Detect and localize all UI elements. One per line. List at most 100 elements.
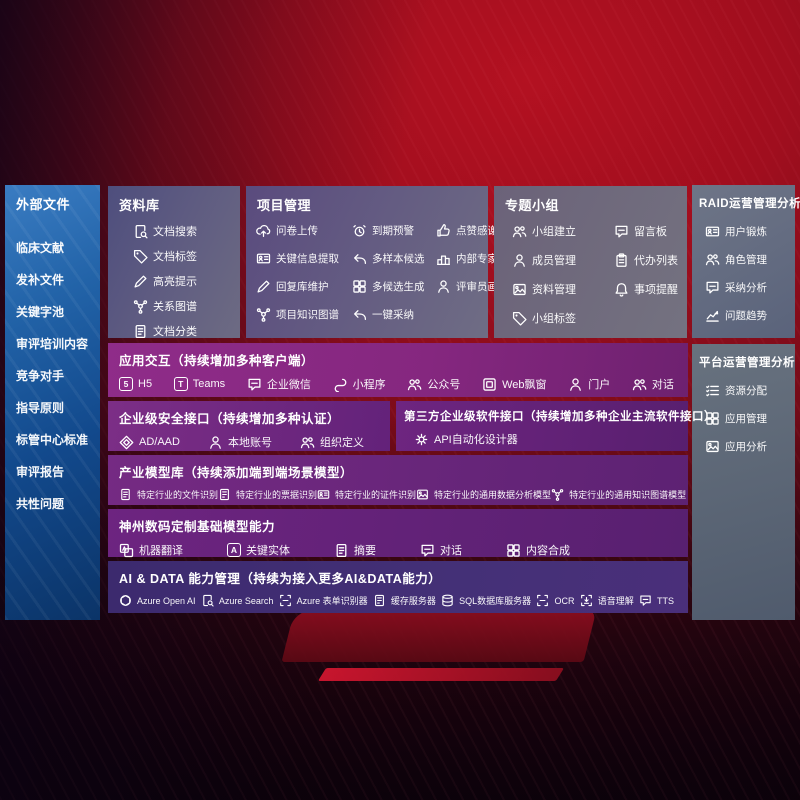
ai-service-item[interactable]: Azure Open AI <box>119 594 196 607</box>
project-item[interactable]: 项目知识图谱 <box>256 307 352 322</box>
panel-project-management: 项目管理 问卷上传 到期预警 点赞感谢 关键信息提取 多样本候选 内部专家排名 回复库维护多… <box>246 186 519 338</box>
project-item[interactable]: 多候选生成 <box>352 279 436 294</box>
questionnaire-upload-icon <box>256 223 271 238</box>
topic-group-item[interactable]: 小组建立 <box>512 223 614 239</box>
client-item[interactable]: Web飘窗 <box>482 376 546 392</box>
auth-item[interactable]: AD/AAD <box>119 435 180 450</box>
material-manage-icon <box>512 282 527 297</box>
external-file-item[interactable]: 审评培训内容 <box>16 335 100 352</box>
ai-data-list: Azure Open AI Azure Search Azure 表单识别器 缓存服务… <box>108 587 688 607</box>
raid-item[interactable]: 用户锻炼 <box>705 224 795 239</box>
key-entity-icon: A <box>227 543 241 557</box>
thirdparty-item[interactable]: API自动化设计器 <box>414 431 518 447</box>
ai-service-item[interactable]: TTS <box>639 594 674 607</box>
adopt-analysis-icon <box>705 280 720 295</box>
item-label: 特定行业的证件识别 <box>335 490 417 500</box>
group-tag-icon <box>512 311 527 326</box>
client-item[interactable]: 公众号 <box>407 376 460 392</box>
project-item[interactable]: 回复库维护 <box>256 279 352 294</box>
app-manage-icon <box>705 411 720 426</box>
platform-item[interactable]: 应用分析 <box>705 439 795 454</box>
item-label: 应用分析 <box>725 441 767 453</box>
capability-item[interactable]: 对话 <box>420 542 462 558</box>
external-file-item[interactable]: 指导原则 <box>16 399 100 416</box>
model-item[interactable]: 特定行业的通用数据分析模型 <box>416 488 551 501</box>
project-item[interactable]: 多样本候选 <box>352 251 436 266</box>
item-label: 特定行业的通用知识图谱模型 <box>569 490 687 500</box>
item-label: Web飘窗 <box>502 379 547 391</box>
external-file-item[interactable]: 竞争对手 <box>16 367 100 384</box>
project-item[interactable]: 问卷上传 <box>256 223 352 238</box>
ai-service-item[interactable]: SQL数据库服务器 <box>441 594 531 607</box>
item-label: 高亮提示 <box>153 276 197 288</box>
platform-item[interactable]: 应用管理 <box>705 411 795 426</box>
client-item[interactable]: 企业微信 <box>247 376 311 392</box>
external-file-item[interactable]: 共性问题 <box>16 495 100 512</box>
library-item[interactable]: 文档标签 <box>133 248 240 264</box>
capability-item[interactable]: 摘要 <box>334 542 376 558</box>
todo-list-icon <box>614 252 629 268</box>
capability-item[interactable]: 机器翻译 <box>119 542 183 558</box>
item-label: 关系图谱 <box>153 301 197 313</box>
capability-item[interactable]: A 关键实体 <box>227 542 290 558</box>
client-item[interactable]: 小程序 <box>333 376 386 392</box>
base-models-list: 机器翻译 A 关键实体 摘要 对话 内容合成 <box>108 535 688 558</box>
external-file-item[interactable]: 审评报告 <box>16 463 100 480</box>
row-base-models: 神州数码定制基础模型能力 机器翻译 A 关键实体 摘要 对话 内容合成 <box>108 509 688 557</box>
capability-item[interactable]: 内容合成 <box>506 542 570 558</box>
item-label: 组织定义 <box>319 437 364 449</box>
raid-list: 用户锻炼角色管理采纳分析问题趋势 <box>692 211 795 323</box>
client-item[interactable]: 门户 <box>568 376 610 392</box>
item-label: 内容合成 <box>526 545 570 557</box>
model-item[interactable]: 特定行业的通用知识图谱模型 <box>551 488 686 501</box>
library-item[interactable]: 文档分类 <box>133 323 240 339</box>
project-item[interactable]: 到期预警 <box>352 223 436 238</box>
platform-list: 资源分配应用管理应用分析 <box>692 370 795 454</box>
multi-candidate-icon <box>352 279 367 294</box>
library-item[interactable]: 文档搜索 <box>133 223 240 239</box>
client-item[interactable]: 对话 <box>632 376 674 392</box>
topic-group-item[interactable]: 小组标签 <box>512 310 614 326</box>
item-label: 本地账号 <box>227 437 272 449</box>
raid-item[interactable]: 采纳分析 <box>705 280 795 295</box>
ai-service-item[interactable]: 语音理解 <box>580 594 634 607</box>
ai-service-item[interactable]: Azure 表单识别器 <box>279 594 368 607</box>
official-account-icon <box>407 377 422 392</box>
client-item[interactable]: T Teams <box>173 377 225 391</box>
app-interaction-list: 5 H5 T Teams 企业微信 小程序 公众号 Web飘窗 门户 对话 <box>108 369 688 392</box>
model-item[interactable]: 特定行业的票据识别 <box>218 488 317 501</box>
topic-group-item[interactable]: 成员管理 <box>512 252 614 268</box>
ai-service-item[interactable]: Azure Search <box>201 594 273 607</box>
topic-group-item[interactable]: 留言板 <box>614 223 687 239</box>
item-label: 留言板 <box>634 226 667 238</box>
item-label: 到期预警 <box>372 225 414 237</box>
topic-group-item[interactable]: 事项提醒 <box>614 281 687 297</box>
platform-item[interactable]: 资源分配 <box>705 383 795 398</box>
ai-service-item[interactable]: 缓存服务器 <box>373 594 436 607</box>
project-item[interactable]: 一键采纳 <box>352 307 436 322</box>
item-label: TTS <box>657 595 674 606</box>
project-item[interactable]: 关键信息提取 <box>256 251 352 266</box>
external-file-item[interactable]: 发补文件 <box>16 271 100 288</box>
external-file-item[interactable]: 临床文献 <box>16 239 100 256</box>
ai-service-item[interactable]: OCR <box>536 594 574 607</box>
external-file-item[interactable]: 关键字池 <box>16 303 100 320</box>
raid-item[interactable]: 角色管理 <box>705 252 795 267</box>
project-item[interactable]: 点赞感谢 <box>436 223 519 238</box>
external-file-item[interactable]: 标管中心标准 <box>16 431 100 448</box>
panel-topic-groups: 专题小组 小组建立 留言板 成员管理 代办列表 资料管理 事项提醒 小组标签 <box>494 186 687 338</box>
auth-item[interactable]: 本地账号 <box>208 434 272 450</box>
topic-group-item[interactable]: 资料管理 <box>512 281 614 297</box>
raid-title: RAID运营管理分析 <box>699 198 800 210</box>
auth-item[interactable]: 组织定义 <box>300 434 364 450</box>
data-model-icon <box>416 488 429 501</box>
client-item[interactable]: 5 H5 <box>119 377 152 391</box>
message-board-icon <box>614 224 629 239</box>
library-item[interactable]: 关系图谱 <box>133 298 240 314</box>
one-click-adopt-icon <box>352 307 367 322</box>
library-item[interactable]: 高亮提示 <box>133 273 240 289</box>
topic-group-item[interactable]: 代办列表 <box>614 252 687 268</box>
raid-item[interactable]: 问题趋势 <box>705 308 795 323</box>
model-item[interactable]: 特定行业的文件识别 <box>119 488 218 501</box>
model-item[interactable]: 特定行业的证件识别 <box>317 488 416 501</box>
